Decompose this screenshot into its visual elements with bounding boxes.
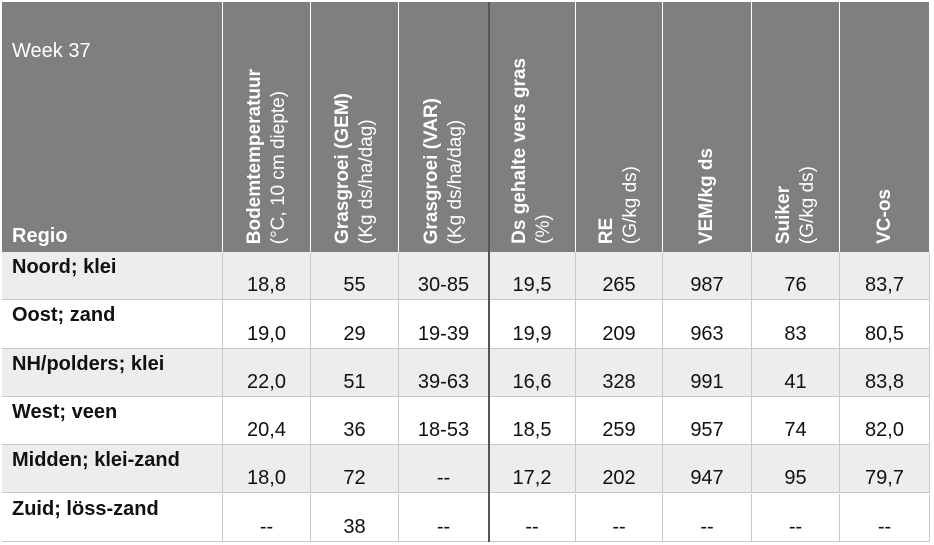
value-cell: 55 (311, 252, 399, 301)
value-cell: 83,7 (840, 252, 930, 301)
region-cell: Zuid; löss-zand (2, 493, 223, 542)
value-cell: 963 (663, 300, 752, 349)
value-cell: 328 (576, 348, 663, 397)
region-cell: Oost; zand (2, 300, 223, 349)
value-cell: 265 (576, 252, 663, 301)
region-cell: NH/polders; klei (2, 348, 223, 397)
value-cell: 29 (311, 300, 399, 349)
value-cell: -- (223, 493, 311, 542)
header-cell: RE (G/kg ds) (576, 2, 663, 252)
value-cell: -- (399, 445, 489, 494)
separator (488, 2, 490, 542)
value-cell: 18,5 (489, 396, 576, 446)
value-cell: -- (489, 493, 576, 542)
value-cell: -- (840, 493, 930, 542)
column-title: Bodemtemperatuur (243, 68, 265, 244)
header-cell: Grasgroei (VAR) (Kg ds/ha/dag) (399, 2, 489, 252)
header-cell: Bodemtemperatuur (°C, 10 cm diepte) (223, 2, 311, 252)
value-cell: 82,0 (840, 396, 930, 446)
value-cell: 83 (752, 300, 840, 349)
value-cell: -- (576, 493, 663, 542)
value-cell: 947 (663, 445, 752, 494)
value-cell: 957 (663, 396, 752, 446)
header-text: Grasgroei (GEM) (Kg ds/ha/dag) (331, 93, 379, 244)
value-cell: 202 (576, 445, 663, 494)
header-cell: Suiker (G/kg ds) (752, 2, 840, 252)
value-cell: -- (399, 493, 489, 542)
value-cell: 259 (576, 396, 663, 446)
value-cell: 74 (752, 396, 840, 446)
column-title: VEM/kg ds (696, 147, 717, 244)
column-subtitle: (Kg ds/ha/dag) (444, 119, 466, 244)
week-label: Week 37 (12, 40, 91, 62)
header-cell: Grasgroei (GEM) (Kg ds/ha/dag) (311, 2, 399, 252)
value-cell: 19,0 (223, 300, 311, 349)
value-cell: 19,5 (489, 252, 576, 301)
column-subtitle: (°C, 10 cm diepte) (267, 90, 289, 244)
region-cell: Midden; klei-zand (2, 445, 223, 494)
value-cell: 83,8 (840, 348, 930, 397)
header-text: RE (G/kg ds) (595, 166, 643, 244)
column-subtitle: (Kg ds/ha/dag) (355, 119, 377, 244)
value-cell: 18-53 (399, 396, 489, 446)
value-cell: 41 (752, 348, 840, 397)
value-cell: 18,0 (223, 445, 311, 494)
header-text: VEM/kg ds (695, 148, 719, 244)
value-cell: 16,6 (489, 348, 576, 397)
value-cell: 18,8 (223, 252, 311, 301)
value-cell: 79,7 (840, 445, 930, 494)
column-subtitle: (%) (533, 214, 554, 244)
header-text: Suiker (G/kg ds) (772, 166, 820, 244)
value-cell: 30-85 (399, 252, 489, 301)
column-subtitle: (G/kg ds) (796, 165, 818, 244)
value-cell: 72 (311, 445, 399, 494)
column-title: Ds gehalte vers gras (509, 58, 530, 244)
value-cell: 36 (311, 396, 399, 446)
header-text: VC-os (873, 189, 897, 244)
value-cell: 19,9 (489, 300, 576, 349)
value-cell: 95 (752, 445, 840, 494)
value-cell: -- (663, 493, 752, 542)
value-cell: 39-63 (399, 348, 489, 397)
region-header: Regio (12, 225, 68, 247)
header-cell: VC-os (840, 2, 930, 252)
column-title: RE (596, 217, 617, 244)
value-cell: 209 (576, 300, 663, 349)
value-cell: 987 (663, 252, 752, 301)
column-title: Suiker (772, 185, 794, 244)
value-cell: 991 (663, 348, 752, 397)
region-cell: West; veen (2, 396, 223, 446)
header-cell: VEM/kg ds (663, 2, 752, 252)
value-cell: 20,4 (223, 396, 311, 446)
value-cell: 76 (752, 252, 840, 301)
value-cell: 17,2 (489, 445, 576, 494)
value-cell: 51 (311, 348, 399, 397)
value-cell: 80,5 (840, 300, 930, 349)
header-cell: Week 37 Regio (2, 2, 223, 252)
header-text: Ds gehalte vers gras (%) (508, 58, 556, 244)
header-text: Bodemtemperatuur (°C, 10 cm diepte) (243, 69, 291, 244)
column-title: VC-os (873, 189, 895, 244)
header-cell: Ds gehalte vers gras (%) (489, 2, 576, 252)
column-subtitle: (G/kg ds) (620, 165, 641, 244)
value-cell: -- (752, 493, 840, 542)
header-text: Grasgroei (VAR) (Kg ds/ha/dag) (420, 98, 468, 244)
value-cell: 19-39 (399, 300, 489, 349)
value-cell: 38 (311, 493, 399, 542)
region-cell: Noord; klei (2, 252, 223, 301)
value-cell: 22,0 (223, 348, 311, 397)
column-title: Grasgroei (VAR) (420, 97, 442, 244)
column-title: Grasgroei (GEM) (331, 93, 353, 244)
